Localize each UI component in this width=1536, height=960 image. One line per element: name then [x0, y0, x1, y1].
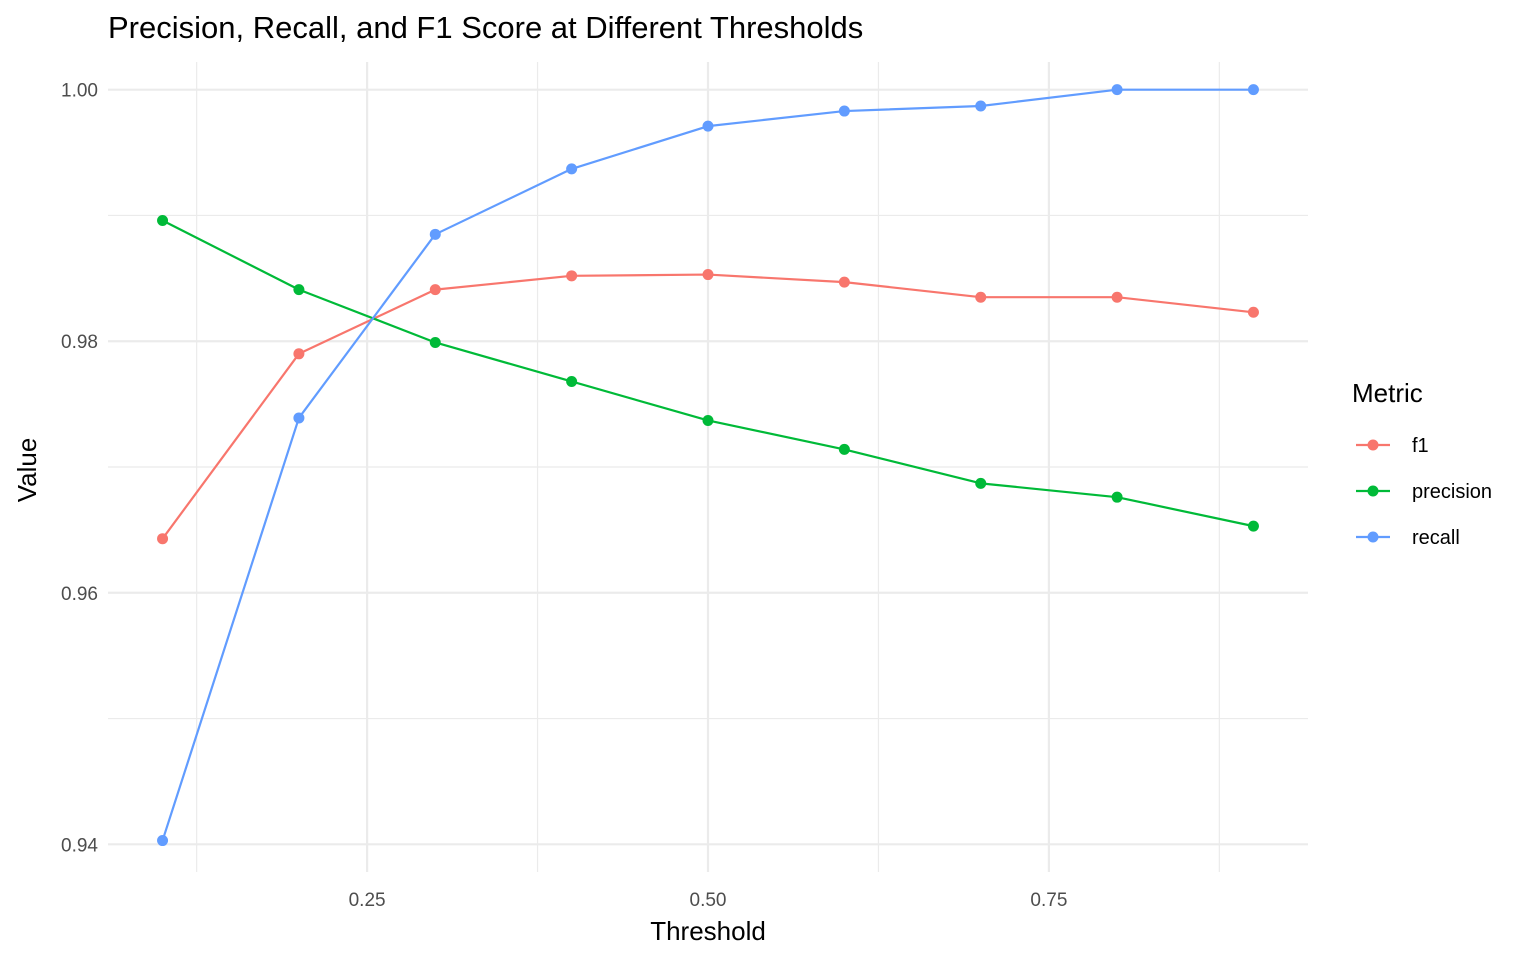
data-point-f1 [1247, 306, 1259, 318]
data-point-precision [1247, 520, 1259, 532]
x-tick-label: 0.50 [690, 890, 727, 911]
data-point-precision [157, 214, 169, 226]
data-point-f1 [429, 284, 441, 296]
legend-key-point [1367, 439, 1379, 451]
chart-title: Precision, Recall, and F1 Score at Diffe… [108, 10, 863, 45]
data-point-f1 [157, 533, 169, 545]
data-point-precision [429, 336, 441, 348]
data-point-recall [293, 412, 305, 424]
data-point-recall [1111, 84, 1123, 96]
data-point-recall [975, 100, 987, 112]
data-point-f1 [975, 291, 987, 303]
data-point-f1 [1111, 291, 1123, 303]
legend: Metric f1 precision recall [1352, 378, 1492, 549]
series-precision [157, 214, 1259, 532]
legend-label: recall [1412, 527, 1460, 549]
y-axis-title: Value [12, 438, 42, 503]
data-point-recall [157, 835, 169, 847]
x-tick-label: 0.25 [349, 890, 386, 911]
data-point-recall [566, 163, 578, 175]
data-point-f1 [566, 270, 578, 282]
y-tick-label: 0.96 [61, 584, 98, 605]
y-tick-label: 1.00 [61, 81, 98, 102]
data-point-precision [293, 284, 305, 296]
y-tick-label: 0.94 [61, 835, 98, 856]
data-point-f1 [838, 276, 850, 288]
grid-layer [108, 62, 1308, 872]
legend-item-precision: precision [1356, 481, 1492, 503]
x-tick-label: 0.75 [1030, 890, 1067, 911]
axis-layer: 0.25 0.50 0.75 0.94 0.96 0.98 1.00 [61, 81, 1067, 911]
legend-key-point [1367, 531, 1379, 543]
data-point-precision [702, 414, 714, 426]
data-point-recall [702, 120, 714, 132]
data-point-precision [566, 375, 578, 387]
y-tick-label: 0.98 [61, 332, 98, 353]
data-point-recall [1247, 84, 1259, 96]
legend-label: precision [1412, 481, 1492, 503]
series-f1 [157, 269, 1259, 545]
legend-key-point [1367, 485, 1379, 497]
data-point-recall [429, 228, 441, 240]
data-point-recall [838, 105, 850, 117]
legend-item-recall: recall [1356, 527, 1460, 549]
x-axis-title: Threshold [650, 916, 766, 946]
data-point-precision [838, 443, 850, 455]
legend-item-f1: f1 [1356, 435, 1429, 457]
data-point-precision [1111, 491, 1123, 503]
series-layer [157, 84, 1259, 847]
legend-title: Metric [1352, 378, 1423, 408]
series-recall [157, 84, 1259, 847]
data-point-f1 [702, 269, 714, 281]
legend-items: f1 precision recall [1356, 435, 1492, 549]
legend-label: f1 [1412, 435, 1429, 457]
data-point-precision [975, 477, 987, 489]
data-point-f1 [293, 348, 305, 360]
